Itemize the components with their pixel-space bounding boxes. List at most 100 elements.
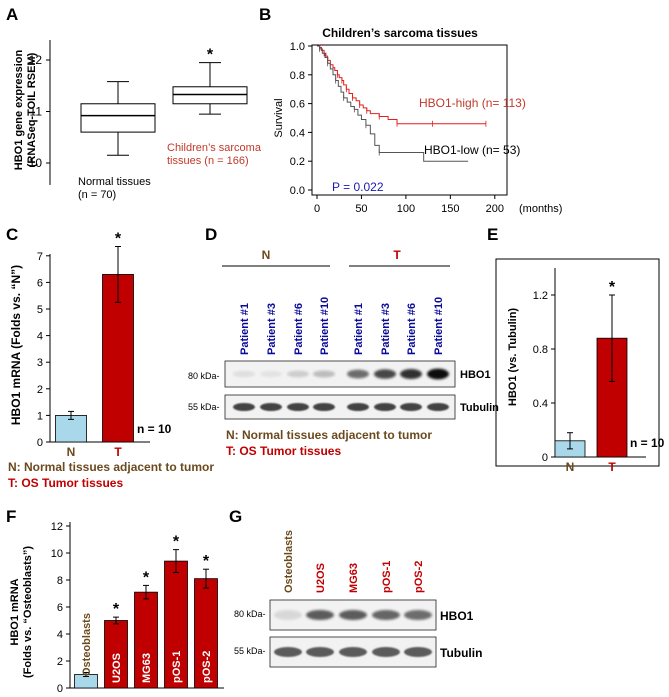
panel-g-lane-label: pOS-1 [381, 561, 393, 593]
panel-f-ytick-label: 8 [57, 575, 63, 587]
panel-a-ytick-label: 10 [29, 156, 43, 170]
panel-b-pvalue: P = 0.022 [332, 180, 384, 194]
panel-b-ytick-label: 0.6 [290, 99, 305, 111]
panel-b-xunit: (months) [519, 203, 562, 215]
panel-f-ytick-label: 0 [57, 683, 63, 695]
panel-b-xtick-label: 150 [441, 203, 459, 215]
panel-g-band-hbo1 [372, 610, 400, 620]
panel-a-ylabel: HBO1 gene expression (RNASeq-TOIL RSEM) [13, 50, 38, 171]
panel-c-legend-t: T: OS Tumor tissues [8, 476, 123, 490]
panel-f-ylabel-line2: (Folds vs. “Osteoblasts”) [22, 546, 34, 678]
panel-d-kda-80: 80 kDa- [188, 371, 220, 381]
panel-c-label: C [6, 225, 18, 244]
panel-f-ytick-label: 4 [57, 629, 63, 641]
panel-g-lane-label: Osteoblasts [283, 530, 295, 593]
panel-b-label: B [259, 5, 271, 24]
panel-d: D N T Patient #1 Patient #3 Patient #6 Pati… [188, 225, 499, 458]
panel-a: A HBO1 gene expression (RNASeq-TOIL RSEM… [6, 5, 262, 201]
panel-d-lane-label: Patient #6 [406, 303, 418, 355]
panel-d-band-hbo1 [374, 369, 396, 379]
panel-g-band-tubulin [306, 647, 334, 657]
panel-d-band-tubulin [347, 403, 369, 411]
panel-c-chart: 7 6 5 4 3 2 1 0 N * T [37, 230, 134, 459]
panel-d-band-tubulin [260, 403, 282, 411]
panel-f-ylabel: HBO1 mRNA (Folds vs. “Osteoblasts”) [9, 546, 34, 678]
panel-d-lane-label: Patient #1 [353, 303, 365, 355]
panel-d-lane-label: Patient #3 [266, 303, 278, 355]
panel-b: B Children’s sarcoma tissues Survival 1.… [259, 5, 562, 215]
panel-d-band-hbo1 [347, 369, 369, 379]
panel-d-legend-t: T: OS Tumor tissues [226, 444, 341, 458]
panel-b-xtick-label: 100 [397, 203, 415, 215]
panel-a-box [80, 103, 156, 133]
panel-e-ytick-label: 0 [542, 452, 548, 464]
panel-f-significance-star: * [173, 534, 180, 551]
panel-c-legend-n: N: Normal tissues adjacent to tumor [8, 460, 214, 474]
panel-d-band-hbo1 [233, 370, 255, 378]
panel-g-band-hbo1 [404, 610, 432, 620]
panel-e-category-label: T [608, 460, 616, 474]
panel-e-ytick-label: 0.4 [533, 398, 548, 410]
panel-d-band-tubulin [400, 403, 422, 411]
panel-c-significance-star: * [115, 230, 122, 247]
panel-d-group-t: T [393, 248, 401, 262]
panel-a-normal-label-line1: Normal tissues [78, 176, 151, 188]
panel-d-band-hbo1: HBO1 [460, 369, 491, 381]
panel-c-category-label: N [67, 445, 76, 459]
panel-f-category-label: pOS-1 [171, 651, 183, 683]
panel-c-n-label: n = 10 [137, 422, 172, 436]
panel-e-significance-star: * [609, 279, 616, 296]
panel-c-ytick-label: 4 [37, 331, 43, 343]
panel-a-sarcoma-label-line1: Children’s sarcoma [167, 142, 262, 154]
panel-d-lane-labels: Patient #1 Patient #3 Patient #6 Patient #1… [239, 297, 445, 355]
panel-g-kda-55: 55 kDa- [234, 646, 266, 656]
panel-b-series-high [317, 45, 486, 125]
panel-a-normal-label-line2: (n = 70) [78, 189, 116, 201]
panel-b-ytick-label: 0.8 [290, 70, 305, 82]
panel-c-ytick-label: 5 [37, 304, 43, 316]
panel-d-lane-label: Patient #1 [239, 303, 251, 355]
panel-c-ytick-label: 1 [37, 410, 43, 422]
panel-e-ytick-label: 0.8 [533, 344, 548, 356]
panel-b-ticks: 1.0 0.8 0.6 0.4 0.2 0.0 0 50 100 150 200 [290, 41, 504, 215]
panel-d-band-hbo1 [427, 368, 449, 380]
panel-d-kda-55: 55 kDa- [188, 402, 220, 412]
panel-f-ytick-label: 6 [57, 602, 63, 614]
panel-g-band-tubulin: Tubulin [440, 646, 482, 660]
panel-b-xtick-label: 200 [486, 203, 504, 215]
panel-c-ytick-label: 2 [37, 384, 43, 396]
panel-g-lane-label: U2OS [315, 563, 327, 593]
panel-f-chart: 12 10 8 6 4 2 0 * * * * Osteoblasts U2OS MG63 pOS-1 pOS… [51, 521, 218, 695]
panel-g-kda-80: 80 kDa- [234, 609, 266, 619]
panel-a-significance-star: * [207, 47, 214, 64]
panel-b-ytick-label: 0.0 [290, 185, 305, 197]
panel-c: C HBO1 mRNA (Folds vs. “N”) 76543210N*T … [6, 225, 214, 490]
panel-b-ylabel: Survival [273, 98, 285, 137]
panel-d-lane-label: Patient #6 [293, 303, 305, 355]
panel-a-ylabel-line1: HBO1 gene expression [13, 50, 25, 171]
panel-b-series-low [317, 45, 469, 162]
panel-d-band-hbo1 [287, 370, 309, 378]
panel-f: F HBO1 mRNA (Folds vs. “Osteoblasts”) 12… [6, 507, 224, 695]
panel-f-ytick-label: 2 [57, 656, 63, 668]
panel-b-ytick-label: 0.4 [290, 127, 305, 139]
panel-e-n-label: n = 10 [630, 436, 665, 450]
panel-f-category-label: MG63 [141, 653, 153, 683]
panel-e-ylabel: HBO1 (vs. Tubulin) [507, 308, 519, 407]
panel-d-legend-n: N: Normal tissues adjacent to tumor [226, 428, 432, 442]
panel-g-band-tubulin [404, 647, 432, 657]
panel-b-ytick-label: 1.0 [290, 41, 305, 53]
panel-e: E HBO1 (vs. Tubulin) 1.2 0.8 0.4 0 N * T n = 1… [487, 225, 665, 474]
panel-d-bands [233, 368, 449, 411]
panel-b-ytick-label: 0.2 [290, 156, 305, 168]
panel-f-significance-star: * [143, 569, 150, 586]
panel-a-sarcoma-label-line2: tissues (n = 166) [167, 155, 249, 167]
panel-f-ytick-label: 12 [51, 521, 63, 533]
panel-b-low-label: HBO1-low (n= 53) [424, 143, 520, 157]
panel-d-band-hbo1 [400, 369, 422, 379]
panel-f-category-label: U2OS [111, 653, 123, 683]
panel-a-boxes [80, 62, 248, 156]
panel-b-xtick-label: 50 [355, 203, 367, 215]
panel-g: G Osteoblasts U2OS MG63 pOS-1 pOS-2 80 kDa- … [229, 507, 482, 668]
